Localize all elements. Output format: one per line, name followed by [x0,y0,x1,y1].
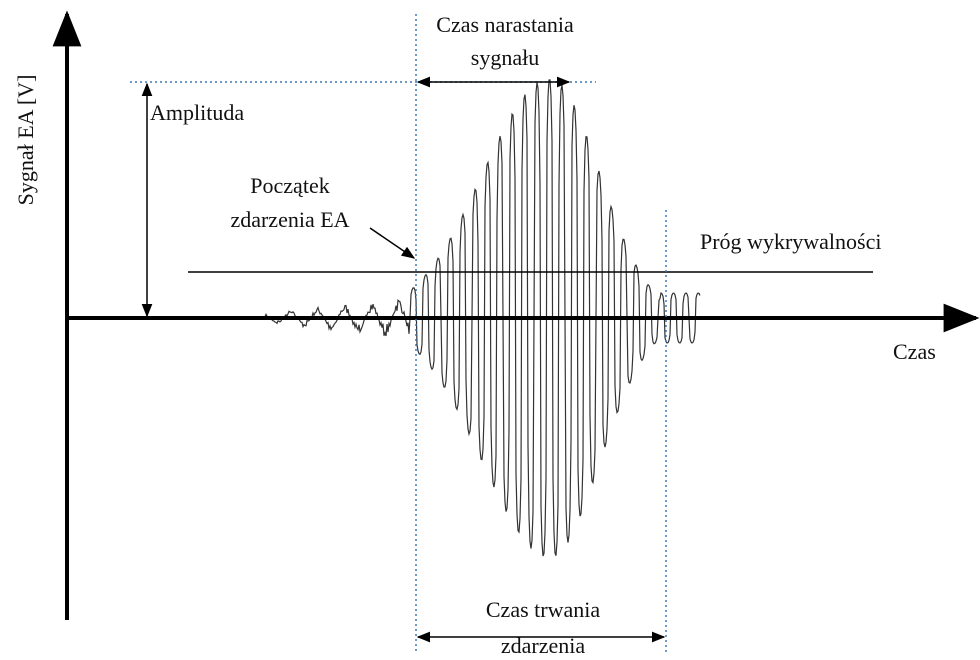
event-start-label: zdarzenia EA [230,207,349,232]
x-axis-label: Czas [893,339,936,364]
amplitude-label: Amplituda [150,100,244,125]
duration-label: zdarzenia [501,633,585,658]
event-start-label: Początek [250,173,329,198]
threshold-label: Próg wykrywalności [700,229,881,254]
rise-time-label: Czas narastania [436,12,574,37]
rise-time-label: sygnału [471,45,539,70]
start-arrow [369,227,416,259]
duration-label: Czas trwania [486,597,600,622]
y-axis-label: Sygnał EA [V] [13,75,38,206]
